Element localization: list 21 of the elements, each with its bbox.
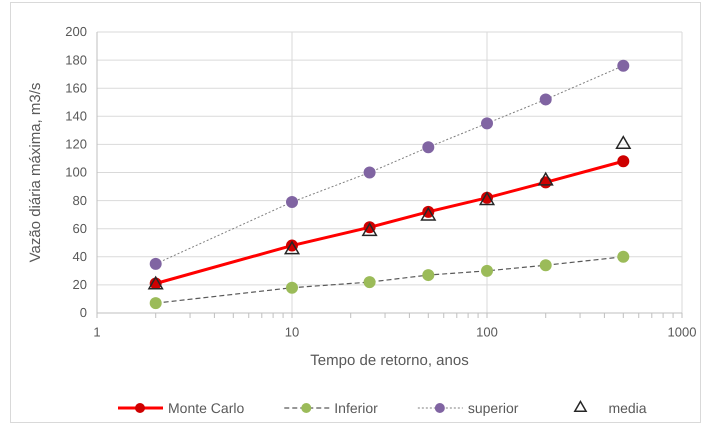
x-tick-label: 10 xyxy=(284,324,300,340)
y-tick-label: 120 xyxy=(65,136,87,152)
x-axis-title: Tempo de retorno, anos xyxy=(310,352,469,369)
y-tick-label: 80 xyxy=(72,192,87,208)
x-tick-label: 1 xyxy=(93,324,101,340)
x-tick-label: 100 xyxy=(476,324,498,340)
legend-label: media xyxy=(608,400,647,416)
x-tick-label: 1000 xyxy=(668,324,696,340)
legend-label: Inferior xyxy=(334,400,378,416)
y-tick-label: 100 xyxy=(65,164,87,180)
y-tick-label: 0 xyxy=(80,305,87,320)
y-tick-label: 160 xyxy=(65,80,87,96)
y-tick-label: 140 xyxy=(65,108,87,124)
y-tick-label: 200 xyxy=(65,24,87,40)
y-axis-title: Vazão diária máxima, m3/s xyxy=(27,82,44,262)
y-tick-label: 40 xyxy=(72,248,87,264)
legend-label: Monte Carlo xyxy=(168,400,244,416)
y-tick-label: 180 xyxy=(65,52,87,68)
y-tick-label: 20 xyxy=(72,277,87,292)
y-tick-label: 60 xyxy=(72,220,87,236)
legend-label: superior xyxy=(468,400,519,416)
